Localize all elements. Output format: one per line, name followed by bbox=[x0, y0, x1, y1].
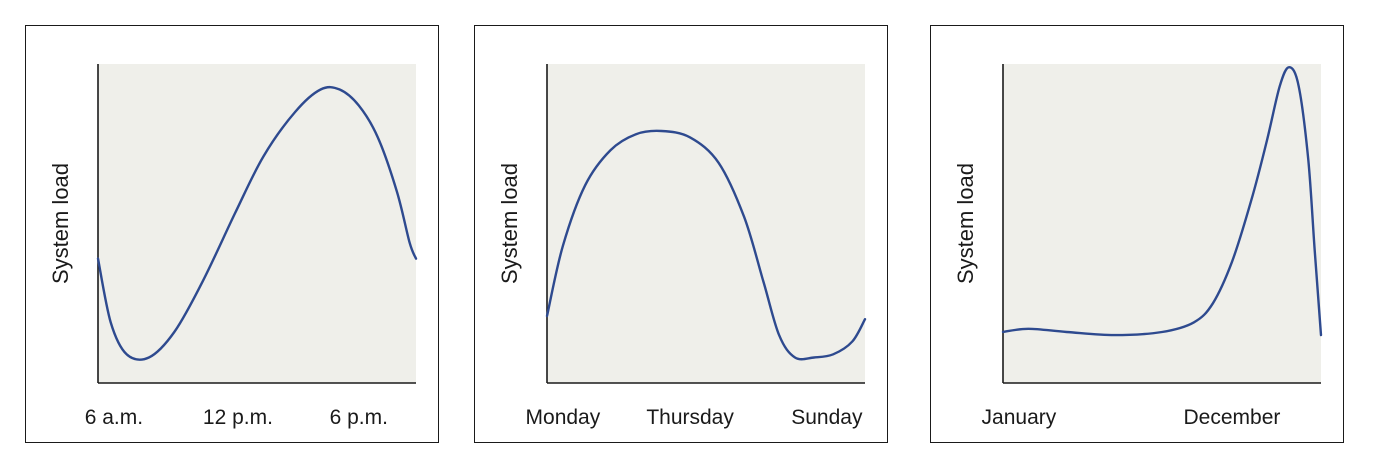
x-tick-label: December bbox=[1184, 406, 1281, 429]
x-tick-label: Monday bbox=[526, 406, 601, 429]
load-curve bbox=[545, 129, 867, 361]
x-tick-label: 6 a.m. bbox=[85, 406, 143, 429]
chart-panel-daily: System load 6 a.m. 12 p.m. 6 p.m. bbox=[25, 25, 439, 443]
x-tick-label: Sunday bbox=[791, 406, 863, 429]
x-tick-label: January bbox=[982, 406, 1057, 429]
chart-svg-weekly: System load Monday Thursday Sunday bbox=[497, 64, 867, 429]
x-tick-label: 12 p.m. bbox=[203, 406, 273, 429]
y-axis-label: System load bbox=[953, 163, 978, 284]
chart-panel-weekly: System load Monday Thursday Sunday bbox=[474, 25, 888, 443]
x-tick-label: 6 p.m. bbox=[330, 406, 388, 429]
chart-panel-yearly: System load January December bbox=[930, 25, 1344, 443]
plot-area bbox=[98, 64, 416, 383]
y-axis-label: System load bbox=[497, 163, 522, 284]
x-tick-label: Thursday bbox=[646, 406, 734, 429]
load-curve bbox=[1001, 66, 1323, 337]
chart-svg-yearly: System load January December bbox=[953, 64, 1323, 429]
load-curve bbox=[96, 85, 418, 361]
y-axis-label: System load bbox=[48, 163, 73, 284]
plot-area bbox=[547, 64, 865, 383]
chart-svg-daily: System load 6 a.m. 12 p.m. 6 p.m. bbox=[48, 64, 418, 429]
